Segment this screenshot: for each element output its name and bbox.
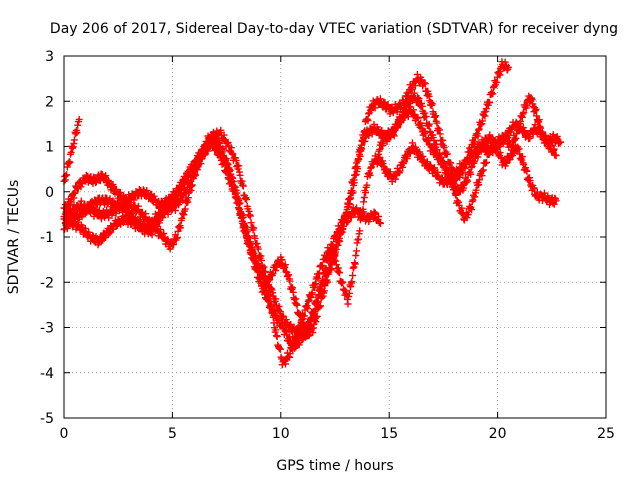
y-tick-label: -5 [40, 411, 54, 427]
series-markers [374, 103, 564, 199]
y-axis-title: SDTVAR / TECUs [6, 180, 22, 295]
x-tick-label: 5 [168, 426, 177, 442]
x-tick-label: 25 [597, 426, 615, 442]
plot-frame [63, 55, 607, 419]
y-tick-label: 2 [45, 94, 54, 110]
y-tick-label: -1 [40, 230, 54, 246]
chart-title: Day 206 of 2017, Sidereal Day-to-day VTE… [50, 21, 618, 37]
series-layer [60, 58, 564, 369]
grid [64, 56, 606, 418]
series-6 [374, 103, 564, 199]
y-tick-label: 3 [45, 49, 54, 65]
x-tick-label: 10 [272, 426, 290, 442]
x-tick-label: 20 [489, 426, 507, 442]
x-axis-title: GPS time / hours [276, 458, 393, 474]
x-tick-label: 15 [380, 426, 398, 442]
y-tick-label: 1 [45, 140, 54, 156]
y-tick-label: 0 [45, 185, 54, 201]
y-tick-label: -2 [40, 275, 54, 291]
x-tick-label: 0 [60, 426, 69, 442]
y-tick-label: -4 [40, 366, 54, 382]
y-tick-label: -3 [40, 321, 54, 337]
